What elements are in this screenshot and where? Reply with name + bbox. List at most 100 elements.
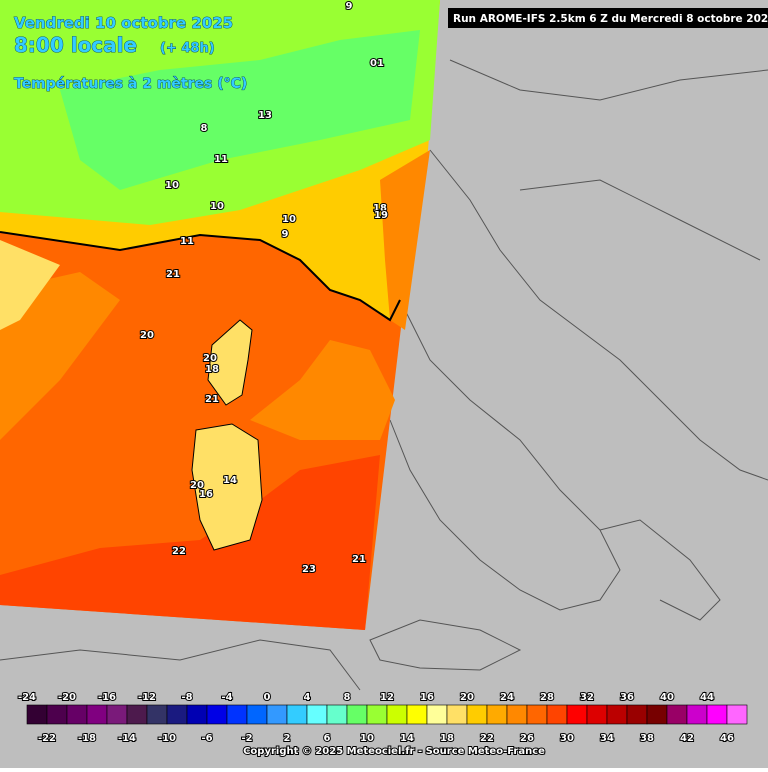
color-swatch xyxy=(526,704,548,725)
color-swatch xyxy=(566,704,588,725)
scale-label: 26 xyxy=(520,733,534,744)
temperature-label: 10 xyxy=(210,201,224,212)
scale-label: 0 xyxy=(264,692,271,703)
color-swatch xyxy=(246,704,268,725)
temperature-label: 01 xyxy=(370,58,384,69)
color-swatch xyxy=(546,704,568,725)
temperature-label: 21 xyxy=(205,394,219,405)
color-swatch xyxy=(166,704,188,725)
scale-label: 22 xyxy=(480,733,494,744)
color-swatch xyxy=(326,704,348,725)
run-info: Run AROME-IFS 2.5km 6 Z du Mercredi 8 oc… xyxy=(453,13,768,25)
color-swatch xyxy=(46,704,68,725)
temperature-label: 16 xyxy=(199,489,213,500)
scale-label: -18 xyxy=(78,733,96,744)
lead-time: (+ 48h) xyxy=(160,41,215,56)
scale-label: 32 xyxy=(580,692,594,703)
color-swatch xyxy=(406,704,428,725)
scale-label: -20 xyxy=(58,692,76,703)
color-swatch xyxy=(626,704,648,725)
temperature-label: 9 xyxy=(282,229,289,240)
color-swatch xyxy=(586,704,608,725)
temperature-label: 10 xyxy=(165,180,179,191)
temperature-label: 18 xyxy=(373,203,387,214)
scale-label: -24 xyxy=(18,692,36,703)
color-swatch xyxy=(26,704,48,725)
temperature-label: 23 xyxy=(302,564,316,575)
scale-label: 44 xyxy=(700,692,714,703)
color-swatch xyxy=(426,704,448,725)
scale-label: 6 xyxy=(324,733,331,744)
temperature-field xyxy=(0,0,440,630)
color-swatch xyxy=(466,704,488,725)
forecast-time: 8:00 locale xyxy=(14,33,137,57)
scale-label: 28 xyxy=(540,692,554,703)
temperature-label: 14 xyxy=(223,475,237,486)
field-name: Températures à 2 mètres (°C) xyxy=(14,76,247,92)
color-swatch xyxy=(506,704,528,725)
scale-label: 2 xyxy=(284,733,291,744)
scale-label: 42 xyxy=(680,733,694,744)
scale-label: 12 xyxy=(380,692,394,703)
color-swatch xyxy=(206,704,228,725)
color-swatch xyxy=(666,704,688,725)
copyright: Copyright © 2025 Meteociel.fr - Source M… xyxy=(243,746,545,757)
map-labels: 20 20 18 21 20 16 22 23 21 10 10 10 9 11… xyxy=(139,0,389,576)
scale-label: 10 xyxy=(360,733,374,744)
scale-label: 46 xyxy=(720,733,734,744)
scale-label: 34 xyxy=(600,733,614,744)
temperature-label: 21 xyxy=(352,554,366,565)
temperature-label: 11 xyxy=(180,236,194,247)
color-swatch xyxy=(646,704,668,725)
color-swatch xyxy=(706,704,728,725)
color-swatch xyxy=(126,704,148,725)
color-scale: -24-22-20-18-16-14-12-10-8-6-4-202468101… xyxy=(17,691,748,745)
temperature-label: 13 xyxy=(258,110,272,121)
temperature-label: 21 xyxy=(166,269,180,280)
temperature-label: 8 xyxy=(201,123,208,134)
scale-label: -10 xyxy=(158,733,176,744)
temperature-label: 20 xyxy=(140,330,154,341)
color-swatch xyxy=(726,704,748,725)
color-swatch xyxy=(146,704,168,725)
scale-label: 40 xyxy=(660,692,674,703)
scale-label: 38 xyxy=(640,733,654,744)
scale-label: -2 xyxy=(241,733,252,744)
temperature-label: 22 xyxy=(172,546,186,557)
scale-label: -14 xyxy=(118,733,136,744)
temperature-label: 19 xyxy=(374,210,388,221)
color-swatch xyxy=(606,704,628,725)
scale-label: 20 xyxy=(460,692,474,703)
scale-label: 30 xyxy=(560,733,574,744)
scale-label: 18 xyxy=(440,733,454,744)
temperature-label: 18 xyxy=(205,364,219,375)
color-swatch xyxy=(446,704,468,725)
color-swatch xyxy=(266,704,288,725)
color-swatch xyxy=(346,704,368,725)
color-swatch xyxy=(386,704,408,725)
run-banner xyxy=(448,8,768,28)
scale-label: 14 xyxy=(400,733,414,744)
coastlines xyxy=(0,59,768,691)
scale-label: -12 xyxy=(138,692,156,703)
scale-label: -16 xyxy=(98,692,116,703)
temperature-label: 10 xyxy=(282,214,296,225)
color-swatch xyxy=(286,704,308,725)
color-swatch xyxy=(66,704,88,725)
color-swatch xyxy=(86,704,108,725)
color-swatch xyxy=(226,704,248,725)
color-swatch xyxy=(486,704,508,725)
temperature-label: 20 xyxy=(203,353,217,364)
color-swatch xyxy=(686,704,708,725)
temperature-label: 9 xyxy=(346,1,353,12)
temperature-label: 11 xyxy=(214,154,228,165)
scale-label: 16 xyxy=(420,692,434,703)
scale-label: 4 xyxy=(304,692,311,703)
temperature-label: 20 xyxy=(190,480,204,491)
scale-label: 36 xyxy=(620,692,634,703)
scale-label: -22 xyxy=(38,733,56,744)
forecast-date: Vendredi 10 octobre 2025 xyxy=(14,14,233,32)
color-swatch xyxy=(106,704,128,725)
